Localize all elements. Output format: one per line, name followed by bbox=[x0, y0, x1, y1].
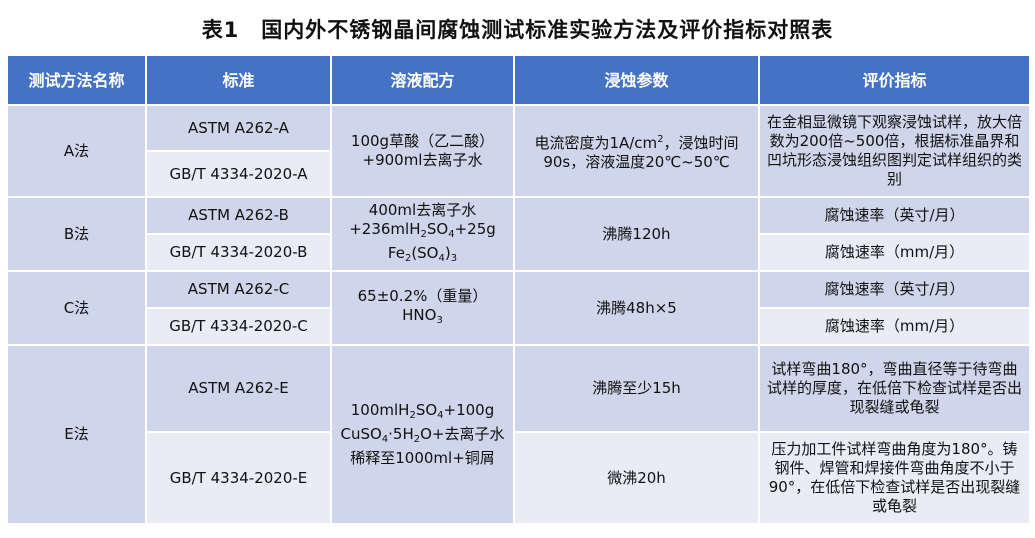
header-eval: 评价指标 bbox=[758, 54, 1031, 106]
standard-cell: GB/T 4334-2020-E bbox=[145, 431, 332, 525]
solution-e-text: SO bbox=[415, 401, 438, 419]
eval-cell: 压力加工件试样弯曲角度为180°。铸钢件、焊管和焊接件弯曲角度不小于90°，在低… bbox=[758, 431, 1031, 525]
method-b-cell: B法 bbox=[6, 196, 147, 272]
solution-e-text: O+去离子水稀释至1000ml+铜屑 bbox=[350, 425, 505, 467]
subscript: 3 bbox=[450, 252, 458, 264]
table-row: GB/T 4334-2020-B 腐蚀速率（mm/月） bbox=[7, 233, 1031, 272]
table-row: C法 ASTM A262-C 65±0.2%（重量） HNO3 沸腾48h×5 腐… bbox=[6, 270, 1031, 346]
table-title: 表1 国内外不锈钢晶间腐蚀测试标准实验方法及评价指标对照表 bbox=[201, 18, 834, 42]
standard-cell: GB/T 4334-2020-B bbox=[145, 233, 332, 272]
subscript: 2 bbox=[420, 228, 427, 240]
subscript: 3 bbox=[436, 314, 443, 326]
solution-b-text: +236mlH bbox=[349, 219, 421, 238]
solution-e-text: ·5H bbox=[388, 425, 414, 443]
subscript: 2 bbox=[404, 252, 412, 264]
table-row: GB/T 4334-2020-A bbox=[7, 150, 1030, 198]
method-a-cell: A法 bbox=[6, 104, 147, 198]
subscript: 2 bbox=[413, 434, 421, 445]
solution-b-text: 400ml去离子水 bbox=[368, 200, 477, 219]
subscript: 4 bbox=[381, 434, 389, 445]
eval-cell: 腐蚀速率（mm/月） bbox=[758, 307, 1031, 346]
solution-b-text: Fe bbox=[387, 243, 405, 262]
table-row: E法 ASTM A262-E 100mlH2SO4+100g CuSO4·5H2… bbox=[6, 344, 1031, 525]
solution-b-text: ) bbox=[444, 243, 451, 262]
subscript: 4 bbox=[437, 410, 444, 421]
params-cell: 微沸20h bbox=[513, 431, 760, 525]
comparison-table: 测试方法名称 标准 溶液配方 浸蚀参数 评价指标 A法 ASTM A262-A … bbox=[6, 54, 1031, 525]
table-row: B法 ASTM A262-B 400ml去离子水 +236mlH2SO4+25g F… bbox=[6, 196, 1031, 272]
eval-a-cell: 在金相显微镜下观察浸蚀试样，放大倍数为200倍~500倍，根据标准晶界和凹坑形态… bbox=[758, 104, 1031, 198]
eval-cell: 腐蚀速率（mm/月） bbox=[758, 233, 1031, 272]
header-standard: 标准 bbox=[145, 54, 332, 106]
solution-b-text: +25g bbox=[454, 219, 496, 238]
solution-c-text: HNO bbox=[402, 305, 437, 324]
solution-b-cell: 400ml去离子水 +236mlH2SO4+25g Fe2(SO4)3 bbox=[330, 196, 515, 272]
solution-c-cell: 65±0.2%（重量） HNO3 bbox=[330, 270, 515, 346]
table-row: GB/T 4334-2020-E 微沸20h 压力加工件试样弯曲角度为180°。… bbox=[7, 431, 1031, 525]
standard-cell: ASTM A262-C bbox=[145, 270, 332, 309]
solution-a-cell: 100g草酸（乙二酸）+900ml去离子水 bbox=[330, 104, 515, 198]
solution-b-text: SO bbox=[426, 219, 449, 238]
solution-b-text: (SO bbox=[411, 243, 439, 262]
eval-cell: 腐蚀速率（英寸/月） bbox=[758, 270, 1031, 309]
params-cell: 沸腾至少15h bbox=[513, 344, 760, 433]
solution-e-text: +100g bbox=[443, 401, 495, 419]
standard-cell: ASTM A262-E bbox=[145, 344, 332, 433]
table-row: A法 ASTM A262-A 100g草酸（乙二酸）+900ml去离子水 电流密… bbox=[6, 104, 1031, 198]
header-solution: 溶液配方 bbox=[330, 54, 515, 106]
solution-e-text: 100mlH bbox=[350, 401, 410, 419]
superscript: 2 bbox=[657, 134, 664, 145]
standard-cell: GB/T 4334-2020-C bbox=[145, 307, 332, 346]
solution-c-text: 65±0.2%（重量） bbox=[357, 286, 488, 305]
solution-e-text: CuSO bbox=[340, 425, 382, 443]
eval-cell: 腐蚀速率（英寸/月） bbox=[758, 196, 1031, 235]
subscript: 2 bbox=[409, 410, 416, 421]
params-b-cell: 沸腾120h bbox=[513, 196, 760, 272]
params-c-cell: 沸腾48h×5 bbox=[513, 270, 760, 346]
method-e-cell: E法 bbox=[6, 344, 147, 525]
header-params: 浸蚀参数 bbox=[513, 54, 760, 106]
eval-cell: 试样弯曲180°，弯曲直径等于待弯曲试样的厚度，在低倍下检查试样是否出现裂缝或龟… bbox=[758, 344, 1031, 433]
header-method: 测试方法名称 bbox=[6, 54, 147, 106]
standard-cell: ASTM A262-A bbox=[145, 104, 332, 152]
table-row: GB/T 4334-2020-C 腐蚀速率（mm/月） bbox=[7, 307, 1031, 346]
header-row: 测试方法名称 标准 溶液配方 浸蚀参数 评价指标 bbox=[6, 54, 1031, 106]
standard-cell: ASTM A262-B bbox=[145, 196, 332, 235]
method-c-cell: C法 bbox=[6, 270, 147, 346]
standard-cell: GB/T 4334-2020-A bbox=[145, 150, 332, 198]
params-a-cell: 电流密度为1A/cm2，浸蚀时间90s，溶液温度20℃~50℃ bbox=[513, 104, 760, 198]
subscript: 4 bbox=[448, 228, 455, 240]
solution-e-cell: 100mlH2SO4+100g CuSO4·5H2O+去离子水稀释至1000ml… bbox=[330, 344, 515, 525]
params-a-text-rest: ，浸蚀时间90s，溶液温度20℃~50℃ bbox=[543, 134, 739, 171]
params-a-text: 电流密度为1A/cm bbox=[534, 134, 658, 152]
subscript: 4 bbox=[438, 252, 445, 264]
